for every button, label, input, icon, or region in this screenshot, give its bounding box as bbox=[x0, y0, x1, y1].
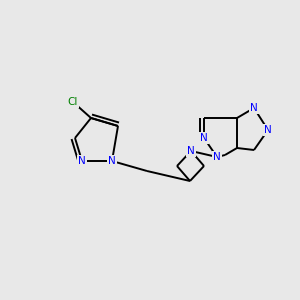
Text: N: N bbox=[78, 156, 86, 166]
Text: N: N bbox=[187, 146, 195, 156]
Text: N: N bbox=[250, 103, 258, 113]
Text: N: N bbox=[264, 125, 272, 135]
Text: Cl: Cl bbox=[68, 97, 78, 107]
Text: N: N bbox=[108, 156, 116, 166]
Text: N: N bbox=[200, 133, 208, 143]
Text: N: N bbox=[213, 152, 221, 162]
